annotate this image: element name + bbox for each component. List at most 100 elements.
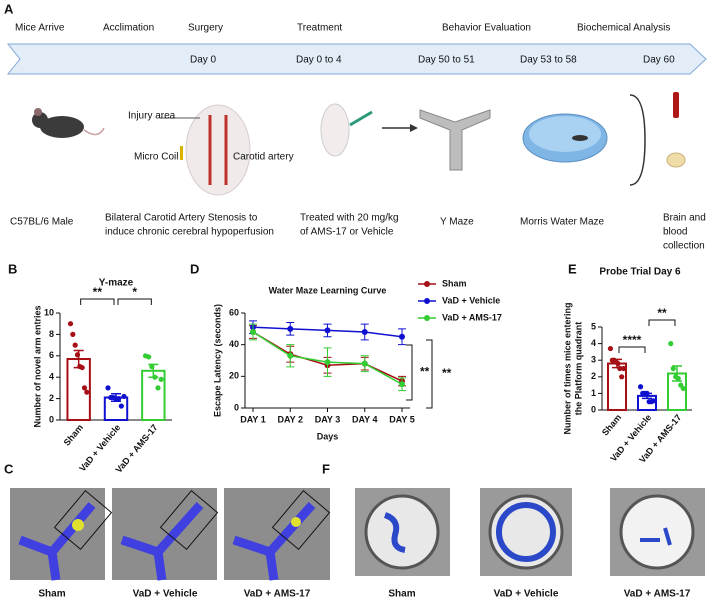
caption: collection: [663, 241, 705, 252]
legend-marker: [424, 298, 430, 304]
data-point: [74, 352, 81, 358]
legend-label: VaD + Vehicle: [442, 295, 500, 305]
data-point: [399, 333, 405, 340]
data-point: [607, 345, 614, 352]
significance-bracket: [648, 319, 676, 326]
data-point: [287, 352, 294, 359]
y-axis-label: Number of times mice entering: [562, 302, 572, 434]
legend-label: VaD + AMS-17: [442, 312, 502, 322]
x-axis-label: Days: [317, 431, 339, 441]
timeline-day: Day 53 to 58: [520, 55, 577, 66]
data-point: [81, 385, 88, 391]
data-point: [619, 374, 625, 380]
illustration-label: Micro Coil: [134, 152, 178, 163]
caption: C57BL/6 Male: [10, 217, 74, 228]
x-tick-label: Sham: [600, 412, 623, 437]
y-tick-label: 2: [49, 393, 54, 403]
timeline-event: Acclimation: [103, 23, 154, 34]
significance-bracket: [406, 344, 413, 401]
data-point: [324, 359, 331, 366]
y-axis-label: Escape Latency (seconds): [212, 304, 222, 417]
legend-marker: [424, 315, 430, 321]
image-caption: VaD + Vehicle: [494, 589, 559, 600]
y-tick-label: 4: [49, 372, 54, 382]
image-caption: Sham: [38, 589, 65, 600]
timeline-day: Day 50 to 51: [418, 55, 475, 66]
caption: Treated with 20 mg/kg: [300, 213, 399, 224]
caption: blood: [663, 227, 687, 238]
data-point: [118, 403, 124, 409]
caption: of AMS-17 or Vehicle: [300, 227, 394, 238]
panel-label: B: [8, 261, 17, 276]
timeline-event: Biochemical Analysis: [577, 23, 670, 34]
panel-label: C: [4, 461, 14, 476]
mouse-illustration: [32, 108, 105, 138]
panel-label: D: [190, 261, 199, 276]
significance-bracket: [117, 298, 152, 305]
data-point: [158, 376, 164, 382]
timeline-event: Behavior Evaluation: [442, 23, 531, 34]
y-tick-label: 60: [229, 307, 239, 317]
significance-label: **: [442, 366, 452, 380]
data-point: [116, 396, 122, 402]
legend-marker: [424, 281, 430, 287]
y-axis-label: the Platform quadrant: [573, 322, 583, 416]
data-point: [70, 331, 76, 337]
timeline-event: Surgery: [188, 23, 223, 34]
significance-bracket: [618, 346, 646, 353]
data-point: [637, 384, 644, 390]
image-caption: VaD + AMS-17: [624, 589, 691, 600]
data-point: [361, 360, 368, 367]
y-axis-label: Number of novel arm entries: [32, 305, 42, 427]
panel-label: F: [322, 461, 330, 476]
y-maze-track-images: [10, 488, 331, 581]
data-point: [149, 363, 155, 370]
significance-bracket: [426, 339, 433, 409]
surgery-illustration: [160, 104, 251, 196]
legend-label: Sham: [442, 278, 467, 288]
image-caption: VaD + AMS-17: [244, 589, 311, 600]
chart-title: Probe Trial Day 6: [599, 267, 681, 278]
treatment-illustration: [320, 103, 418, 157]
x-tick-label: DAY 3: [315, 414, 341, 424]
data-point: [79, 364, 85, 371]
data-point: [650, 398, 657, 404]
data-point: [675, 375, 681, 382]
data-point: [361, 329, 368, 335]
y-tick-label: 4: [591, 338, 596, 348]
y-tick-label: 2: [591, 371, 596, 381]
panel-label: A: [4, 1, 14, 16]
data-point: [644, 390, 650, 396]
image-caption: Sham: [388, 589, 415, 600]
significance-label: **: [657, 306, 667, 320]
caption: Morris Water Maze: [520, 217, 605, 228]
timeline-day: Day 0 to 4: [296, 55, 342, 66]
caption: Bilateral Carotid Artery Stenosis to: [105, 213, 258, 224]
y-tick-label: 8: [49, 329, 54, 339]
caption: Y Maze: [440, 217, 474, 228]
data-point: [668, 341, 674, 347]
y-tick-label: 6: [49, 350, 54, 360]
data-point: [105, 385, 111, 391]
data-point: [121, 393, 127, 400]
data-point: [250, 329, 256, 335]
x-tick-label: DAY 1: [240, 414, 266, 424]
timeline-arrow: [6, 43, 707, 75]
data-point: [67, 321, 74, 327]
data-point: [84, 389, 90, 395]
panel-label: E: [568, 261, 577, 276]
timeline-event: Mice Arrive: [15, 23, 65, 34]
timeline-day: Day 0: [190, 55, 217, 66]
data-point: [72, 342, 78, 348]
x-tick-label: Sham: [62, 422, 85, 447]
data-point: [152, 374, 158, 380]
illustration-label: Injury area: [128, 111, 176, 122]
water-maze-illustration: [522, 113, 608, 163]
chart-title: Water Maze Learning Curve: [269, 285, 387, 295]
data-point: [620, 365, 627, 372]
y-tick-label: 10: [44, 307, 54, 317]
significance-label: **: [420, 365, 430, 379]
data-point: [615, 360, 621, 367]
sample-illustration: [629, 92, 686, 186]
timeline-event: Treatment: [297, 23, 342, 34]
